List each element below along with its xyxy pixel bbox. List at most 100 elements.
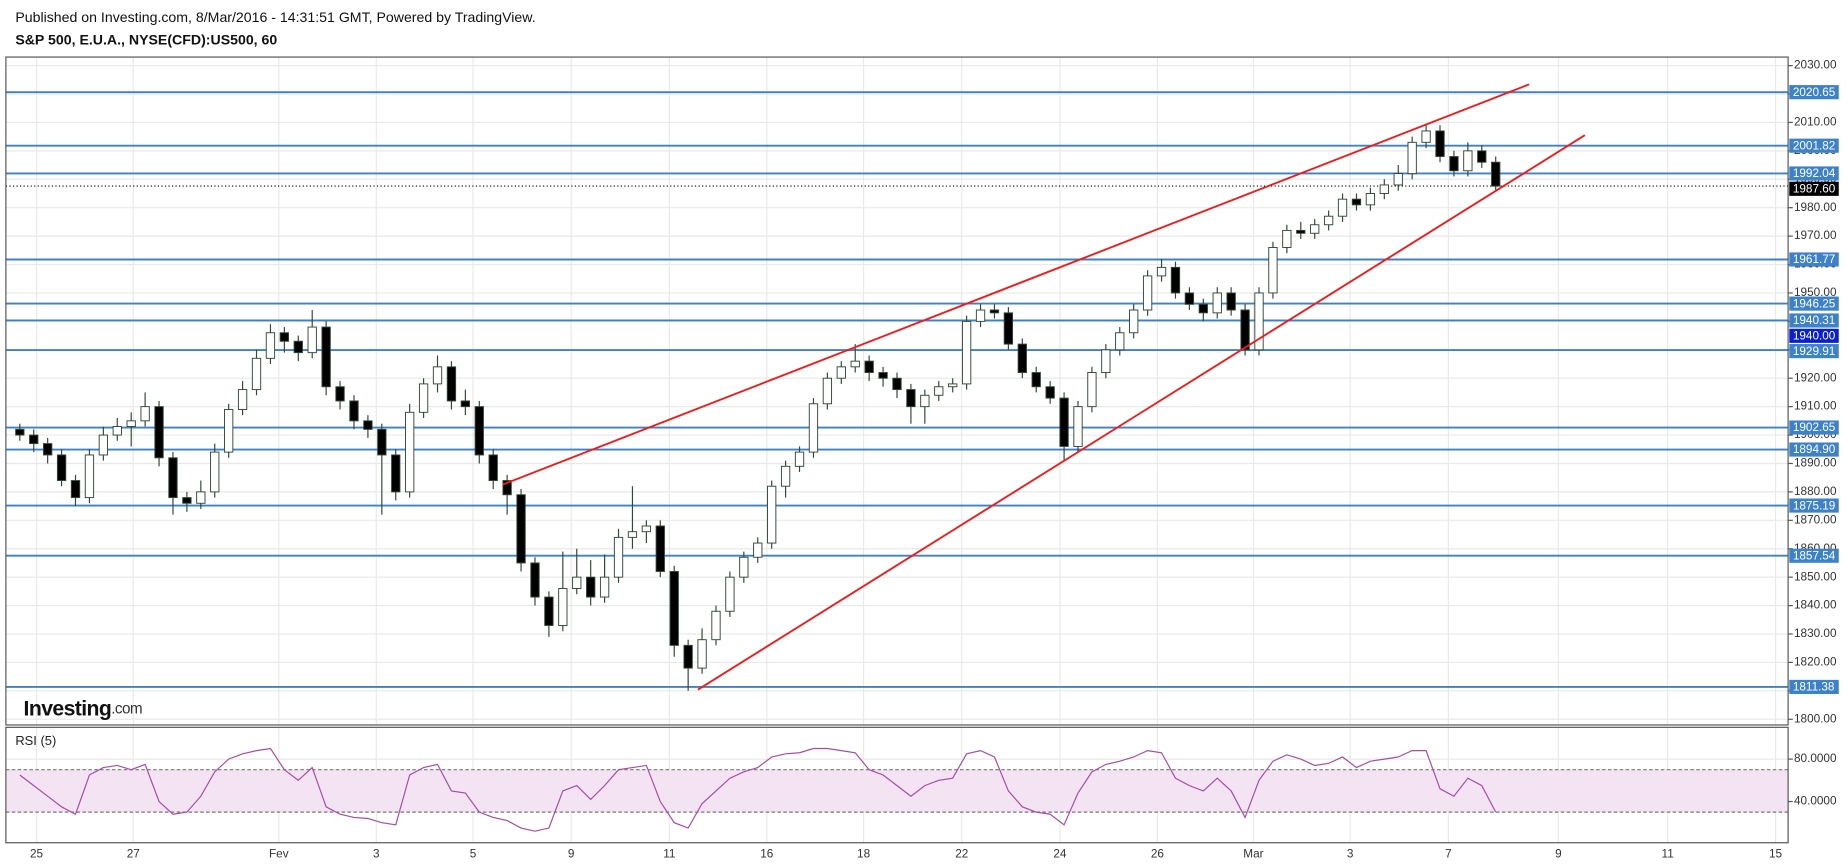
candle-body: [794, 451, 805, 467]
x-tick-label: 22: [955, 848, 968, 861]
candle-body: [279, 332, 290, 342]
candle-body: [530, 562, 540, 598]
y-tick-label: 1980.00: [1794, 201, 1837, 214]
level-label-box: [1789, 548, 1839, 563]
candle-body: [1491, 161, 1501, 187]
x-tick-label: 3: [373, 848, 380, 861]
last-price-label-box: [1789, 181, 1839, 196]
candle-body: [1268, 247, 1278, 294]
candle-body: [739, 556, 749, 578]
level-label: 1902.65: [1793, 421, 1836, 434]
level-label: 1929.91: [1793, 345, 1836, 358]
candle-body: [460, 400, 471, 408]
candle-body: [864, 360, 874, 374]
candle-body: [56, 454, 67, 482]
x-tick-label: 9: [1555, 848, 1562, 861]
candle-body: [627, 531, 638, 538]
candle-body: [488, 454, 498, 482]
candle-body: [780, 465, 791, 487]
x-tick-label: Fev: [269, 848, 289, 861]
level-label: 1811.38: [1793, 681, 1835, 694]
candle-body: [836, 366, 846, 379]
candle-body: [84, 454, 95, 499]
y-tick-label: 1890.00: [1794, 457, 1837, 470]
candle-body: [1379, 184, 1389, 194]
candle-body: [1073, 406, 1083, 447]
candle-body: [474, 406, 484, 456]
level-label-box: [1789, 420, 1839, 435]
candle-body: [418, 383, 429, 413]
candle-body: [892, 377, 902, 391]
level-label-box: [1789, 85, 1839, 100]
level-label-box: [1789, 344, 1839, 359]
candle-body: [112, 426, 122, 436]
candle-body: [126, 420, 136, 428]
candle-body: [641, 525, 652, 533]
candle-body: [920, 394, 930, 408]
candle-body: [377, 428, 387, 456]
candle-body: [1477, 150, 1487, 163]
rsi-line: [19, 747, 1497, 832]
candle-body: [265, 332, 276, 359]
level-label: 2020.65: [1793, 86, 1836, 99]
level-label: 1940.31: [1793, 314, 1836, 327]
candle-body: [251, 357, 262, 391]
candle-body: [168, 457, 178, 499]
x-tick-label: 15: [1769, 848, 1783, 861]
candle-body: [1003, 312, 1014, 345]
last-price-label: 1987.60: [1793, 182, 1836, 195]
candle-body: [822, 377, 833, 405]
x-tick-label: 7: [1445, 848, 1452, 861]
logo-main: Investing: [24, 697, 112, 720]
candle-body: [808, 403, 819, 453]
x-tick-label: 11: [663, 848, 675, 861]
candle-body: [906, 389, 916, 408]
alert-label: 1940.00: [1793, 330, 1836, 343]
candle-body: [1393, 173, 1403, 186]
publisher: Published on Investing.com, 8/Mar/2016 -…: [15, 9, 535, 25]
candle-body: [1031, 372, 1041, 388]
rsi-label: RSI (5): [15, 733, 56, 748]
candle-body: [98, 434, 109, 456]
candle-body: [335, 386, 345, 402]
candle-body: [1421, 130, 1431, 143]
y-tick-label: 1820.00: [1794, 656, 1837, 669]
candle-body: [1101, 349, 1111, 374]
level-label: 1992.04: [1793, 167, 1836, 180]
candle-body: [1087, 372, 1097, 408]
y-tick-label: 1870.00: [1794, 513, 1837, 526]
level-label-box: [1789, 679, 1839, 694]
level-label-box: [1789, 313, 1839, 328]
logo-suffix: .com: [111, 701, 142, 718]
level-label: 1894.90: [1793, 443, 1836, 456]
candle-body: [405, 411, 415, 493]
alert-label-box: [1789, 328, 1839, 343]
candle-body: [15, 428, 25, 436]
level-label-box: [1789, 252, 1839, 267]
candle-body: [725, 576, 735, 612]
x-tick-label: 11: [1662, 848, 1674, 861]
candle-body: [1337, 198, 1348, 217]
candle-body: [1226, 292, 1236, 311]
rsi-frame: [5, 726, 1789, 844]
candle-body: [655, 525, 665, 572]
candle-body: [1184, 292, 1195, 305]
candle-body: [516, 494, 526, 564]
candle-body: [321, 326, 331, 388]
candle-body: [1282, 229, 1292, 248]
x-tick-label: 3: [1347, 848, 1354, 861]
chart-title: S&P 500, E.U.A., NYSE(CFD):US500, 60: [15, 31, 277, 47]
y-tick-label: 1840.00: [1794, 599, 1837, 612]
candle-body: [182, 497, 192, 504]
rsi-band: [5, 769, 1789, 813]
candle-body: [1310, 224, 1320, 234]
x-tick-label: 9: [568, 848, 575, 861]
level-label: 1961.77: [1793, 253, 1836, 266]
candle-body: [1017, 343, 1027, 374]
candle-body: [683, 644, 693, 669]
trendline: [502, 83, 1530, 486]
x-tick-label: Mar: [1243, 848, 1263, 861]
candle-body: [224, 409, 234, 453]
candle-body: [850, 360, 860, 368]
